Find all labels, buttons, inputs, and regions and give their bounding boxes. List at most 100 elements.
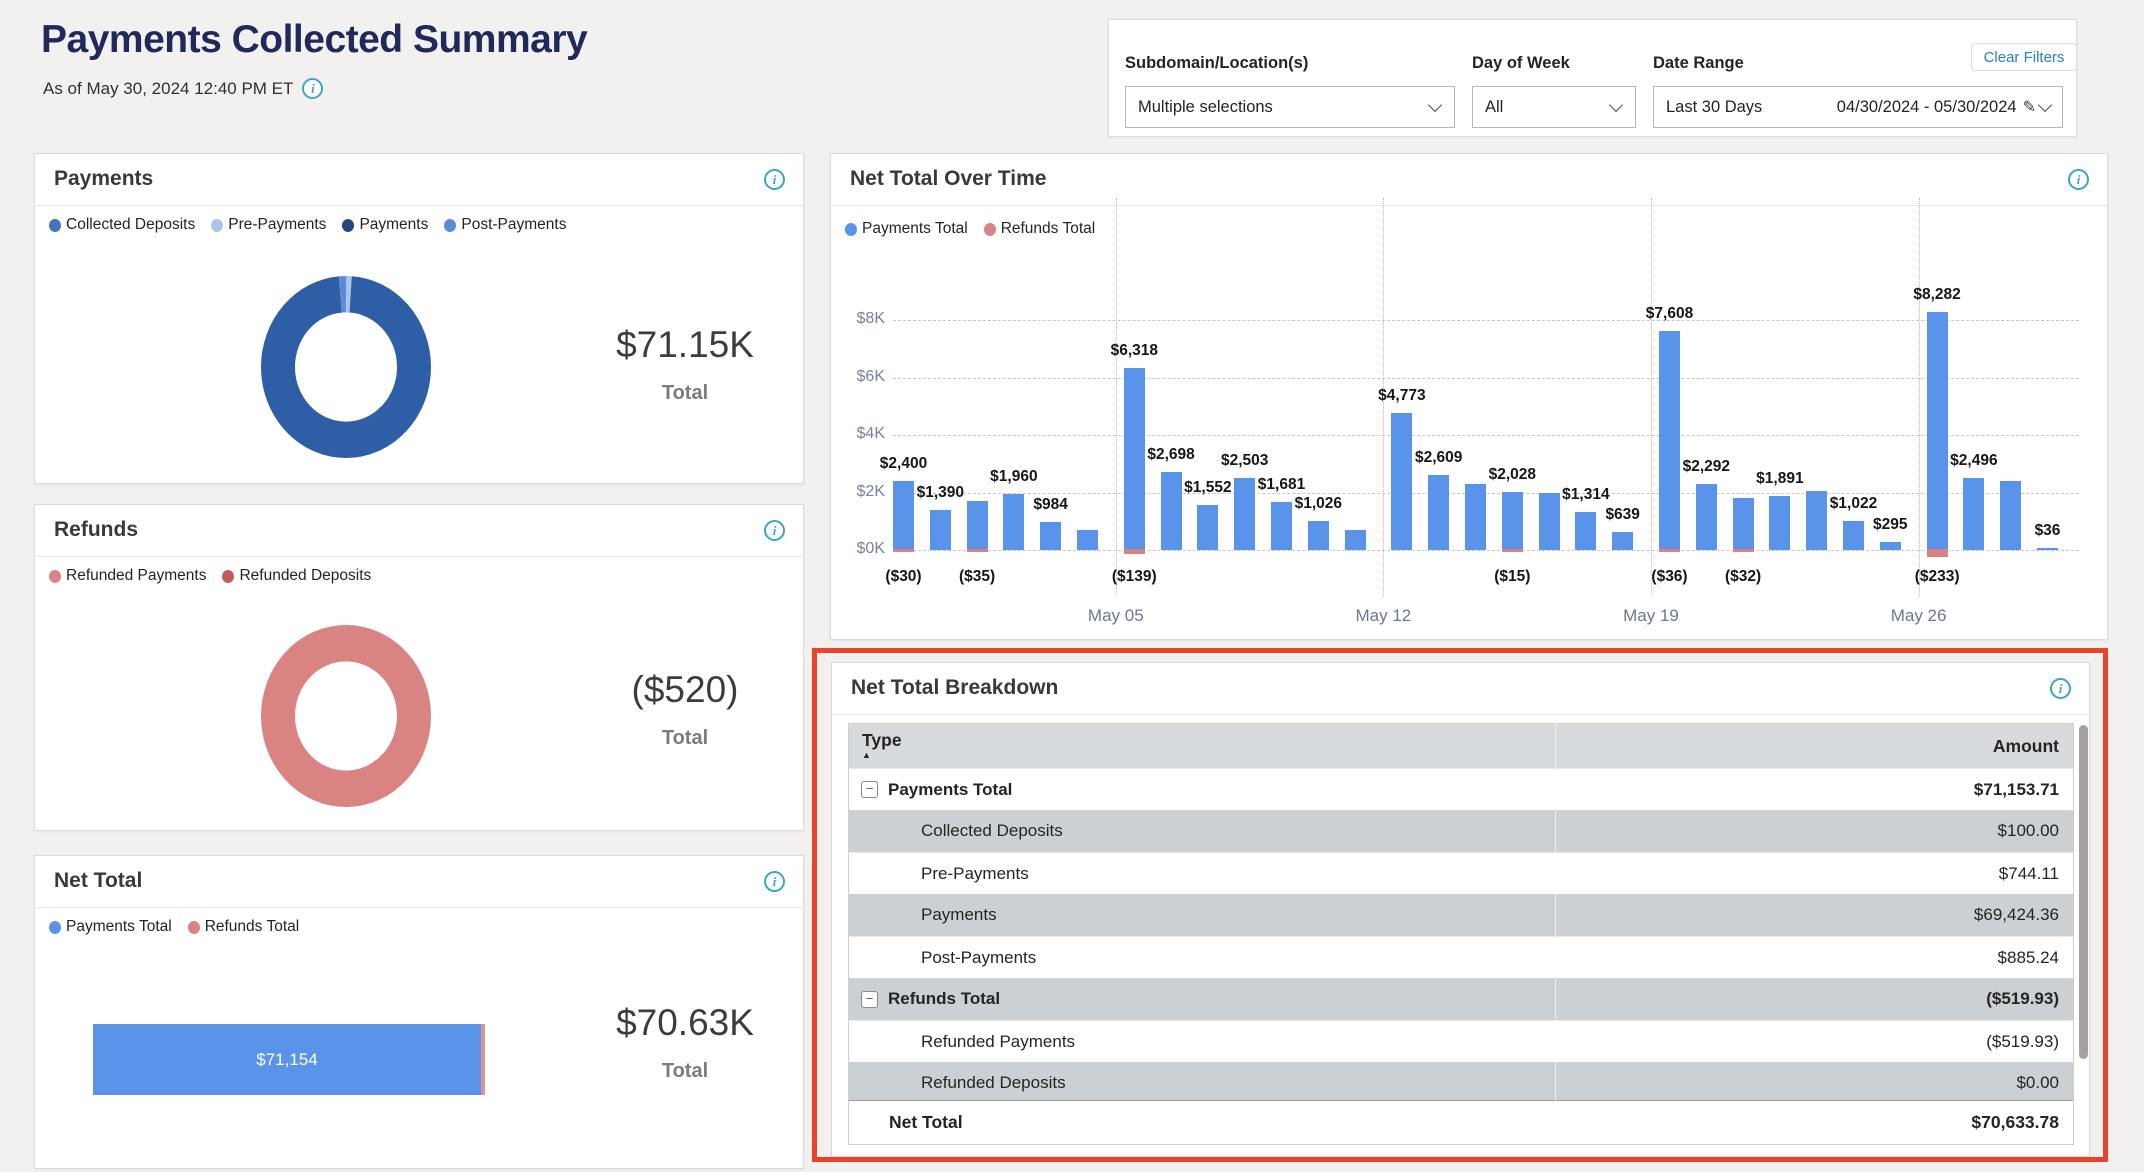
donut-slice-payments[interactable] — [261, 276, 431, 458]
bar-refund-label: ($139) — [1111, 568, 1157, 585]
chart-bar-25[interactable] — [1843, 520, 1864, 550]
chart-bar-30[interactable] — [2037, 548, 2058, 550]
refunds-donut-chart[interactable] — [261, 625, 431, 807]
info-icon[interactable]: i — [764, 871, 785, 892]
collapse-icon[interactable]: − — [861, 781, 878, 798]
chart-bar-9[interactable] — [1234, 478, 1256, 550]
legend-item-refunds-total[interactable]: Refunds Total — [187, 918, 299, 936]
legend-item-collected-deposits[interactable]: Collected Deposits — [49, 216, 195, 234]
bar-refund-segment-16[interactable] — [1501, 549, 1523, 552]
chart-bar-16[interactable] — [1501, 491, 1523, 550]
date-range-control[interactable]: Last 30 Days 04/30/2024 - 05/30/2024 ✎ — [1653, 86, 2063, 128]
legend-item-payments-total[interactable]: Payments Total — [49, 918, 172, 936]
chart-bar-10[interactable] — [1271, 501, 1292, 550]
chart-bar-3[interactable] — [1003, 493, 1025, 550]
info-icon[interactable]: i — [2068, 169, 2089, 190]
bar-refund-segment-27[interactable] — [1926, 549, 1948, 557]
payments-donut-chart[interactable] — [261, 276, 431, 458]
chart-bar-11[interactable] — [1307, 520, 1329, 550]
chart-bar-5[interactable] — [1077, 529, 1098, 550]
chart-bar-17[interactable] — [1538, 492, 1560, 550]
sort-ascending-icon: ▲ — [862, 750, 871, 761]
legend-item-refunds-total[interactable]: Refunds Total — [983, 220, 1095, 238]
legend-item-payments-total[interactable]: Payments Total — [845, 220, 968, 238]
legend-item-post-payments[interactable]: Post-Payments — [444, 216, 566, 234]
bar-value-label: $1,960 — [990, 467, 1038, 485]
info-icon[interactable]: i — [764, 169, 785, 190]
chart-bar-1[interactable] — [929, 510, 951, 550]
chart-bar-8[interactable] — [1197, 505, 1219, 550]
legend-label: Pre-Payments — [228, 216, 327, 233]
bar-refund-segment-22[interactable] — [1732, 549, 1754, 552]
chart-bar-28[interactable] — [1963, 478, 1985, 550]
bar-refund-segment-0[interactable] — [893, 549, 914, 552]
net-total-bar-refunds-segment[interactable] — [481, 1024, 485, 1095]
bar-value-label: $2,496 — [1950, 452, 1998, 470]
chart-bar-14[interactable] — [1428, 474, 1450, 550]
chart-bar-27[interactable] — [1926, 311, 1948, 550]
date-range-value[interactable]: 04/30/2024 - 05/30/2024 — [1836, 97, 2017, 116]
chart-bar-2[interactable] — [966, 501, 988, 550]
subdomain-dropdown[interactable]: Multiple selections — [1125, 86, 1455, 128]
chart-bar-19[interactable] — [1612, 531, 1634, 550]
breakdown-table: Type ▲ Amount − Payments Total $71,153.71 Coll… — [848, 723, 2074, 1145]
bar-refund-segment-2[interactable] — [966, 549, 988, 552]
bar-value-label: $1,026 — [1294, 494, 1342, 512]
table-row-payments[interactable]: Payments $69,424.36 — [849, 894, 2073, 936]
page-title: Payments Collected Summary — [41, 18, 588, 61]
info-icon[interactable]: i — [764, 520, 785, 541]
column-header-type[interactable]: Type ▲ — [849, 731, 902, 761]
collapse-icon[interactable]: − — [861, 990, 878, 1008]
chart-bar-13[interactable] — [1391, 412, 1413, 550]
table-row-refunded-payments[interactable]: Refunded Payments ($519.93) — [849, 1020, 2073, 1062]
chart-bar-6[interactable] — [1123, 368, 1145, 550]
table-row-collected-deposits[interactable]: Collected Deposits $100.00 — [849, 810, 2073, 852]
table-scrollbar[interactable] — [2079, 725, 2088, 1059]
gridline-8k — [893, 320, 2079, 321]
chart-bar-26[interactable] — [1879, 541, 1901, 550]
column-header-amount[interactable]: Amount — [1992, 735, 2059, 756]
chart-bar-12[interactable] — [1344, 529, 1366, 550]
chart-bar-21[interactable] — [1695, 484, 1717, 550]
chart-bar-20[interactable] — [1659, 331, 1680, 550]
table-row-post-payments[interactable]: Post-Payments $885.24 — [849, 936, 2073, 978]
legend-item-refunded-payments[interactable]: Refunded Payments — [49, 567, 206, 585]
legend-item-payments[interactable]: Payments — [342, 216, 428, 234]
gridline-2k — [893, 492, 2079, 494]
chart-bar-15[interactable] — [1465, 483, 1486, 550]
donut-slice-refunded-payments[interactable] — [261, 625, 431, 807]
table-row-refunded-deposits[interactable]: Refunded Deposits $0.00 — [849, 1062, 2073, 1100]
chart-bar-0[interactable] — [893, 481, 914, 550]
legend-dot-icon — [49, 569, 61, 583]
table-row-refunds-total[interactable]: − Refunds Total ($519.93) — [849, 978, 2073, 1020]
table-row-pre-payments[interactable]: Pre-Payments $744.11 — [849, 852, 2073, 894]
chart-bar-24[interactable] — [1806, 491, 1828, 550]
net-total-bar-payments-segment[interactable]: $71,154 — [93, 1024, 481, 1095]
bar-refund-segment-20[interactable] — [1659, 549, 1680, 552]
chart-bar-4[interactable] — [1040, 521, 1062, 550]
legend-item-pre-payments[interactable]: Pre-Payments — [211, 216, 326, 234]
net-total-card-title: Net Total — [54, 869, 143, 892]
chart-bar-23[interactable] — [1769, 495, 1791, 550]
edit-pencil-icon[interactable]: ✎ — [2022, 99, 2036, 116]
chart-bar-18[interactable] — [1575, 512, 1597, 550]
chart-bar-29[interactable] — [2000, 481, 2022, 550]
bar-value-label: $2,028 — [1488, 465, 1536, 483]
legend-label: Payments Total — [66, 918, 172, 935]
day-of-week-dropdown[interactable]: All — [1472, 86, 1636, 128]
bar-refund-segment-6[interactable] — [1123, 549, 1145, 554]
table-footer-row-net-total[interactable]: Net Total $70,633.78 — [849, 1100, 2073, 1144]
refunds-card: Refunds i Refunded Payments Refunded Depo… — [34, 504, 804, 831]
week-divider-may-19 — [1651, 198, 1652, 596]
table-row-payments-total[interactable]: − Payments Total $71,153.71 — [849, 768, 2073, 810]
net-total-bar[interactable]: $71,154 — [93, 1024, 485, 1095]
donut-slice-collected-deposits[interactable] — [261, 276, 431, 458]
chart-bar-22[interactable] — [1732, 498, 1754, 550]
chart-bar-7[interactable] — [1160, 472, 1182, 550]
info-icon[interactable]: i — [302, 78, 324, 99]
legend-item-refunded-deposits[interactable]: Refunded Deposits — [222, 567, 371, 585]
bar-value-label: $639 — [1605, 505, 1640, 523]
info-icon[interactable]: i — [2050, 678, 2071, 699]
bar-value-label: $8,282 — [1913, 285, 1961, 303]
clear-filters-button[interactable]: Clear Filters — [1971, 43, 2077, 71]
